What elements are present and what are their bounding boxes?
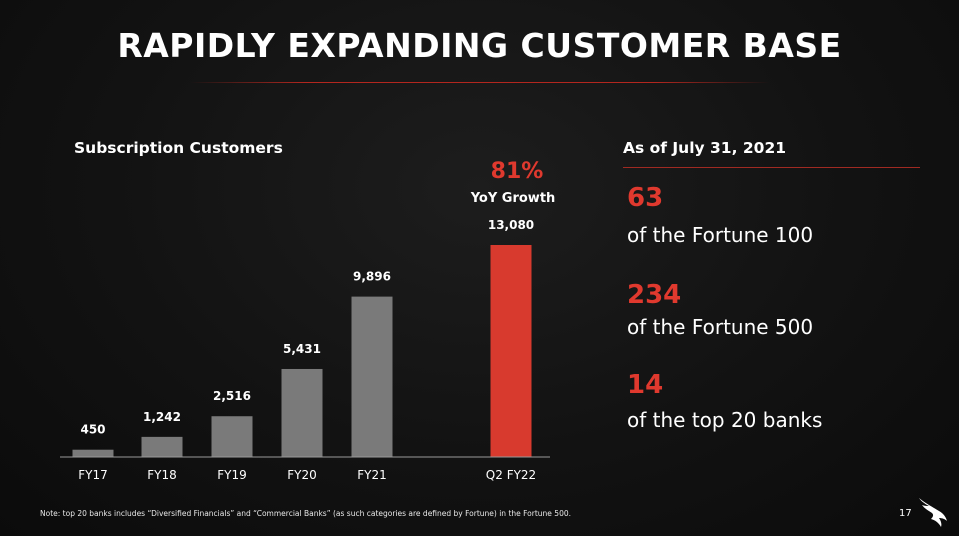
bar-fy19 (211, 416, 253, 457)
footnote: Note: top 20 banks includes “Diversified… (40, 509, 571, 518)
data-label: 9,896 (353, 270, 391, 284)
x-tick-label: FY21 (357, 468, 387, 482)
stat-fortune100-text: of the Fortune 100 (627, 223, 814, 247)
falcon-logo-icon (919, 498, 947, 527)
bar-fy20 (281, 368, 323, 457)
growth-value: 81% (491, 159, 544, 184)
x-tick-label: FY18 (147, 468, 177, 482)
bar-fy21 (351, 296, 393, 457)
data-label: 13,080 (488, 218, 534, 232)
bars-layer: 450 FY17 1,242 FY18 2,516 FY19 5,431 FY20 9,896 F… (72, 218, 536, 482)
bar-q2-fy22 (490, 245, 532, 457)
stats-header: As of July 31, 2021 (623, 139, 787, 157)
stat-fortune500-number: 234 (627, 280, 682, 310)
stat-fortune100-number: 63 (627, 183, 664, 213)
stat-fortune500-text: of the Fortune 500 (627, 315, 814, 339)
x-tick-label: FY19 (217, 468, 247, 482)
data-label: 450 (80, 423, 105, 437)
chart-label: Subscription Customers (74, 139, 283, 157)
title-divider (190, 82, 770, 83)
bar-fy17 (72, 449, 114, 457)
data-label: 1,242 (143, 410, 181, 424)
x-tick-label: Q2 FY22 (486, 468, 536, 482)
page-number: 17 (899, 508, 912, 519)
stat-top20banks-text: of the top 20 banks (627, 408, 823, 432)
stat-top20banks-number: 14 (627, 370, 664, 400)
slide-title: RAPIDLY EXPANDING CUSTOMER BASE (117, 26, 842, 65)
x-tick-label: FY20 (287, 468, 317, 482)
stats-divider (623, 167, 920, 168)
x-tick-label: FY17 (78, 468, 108, 482)
bar-fy18 (141, 436, 183, 457)
growth-label: YoY Growth (470, 191, 556, 206)
data-label: 2,516 (213, 389, 251, 403)
data-label: 5,431 (283, 342, 321, 356)
